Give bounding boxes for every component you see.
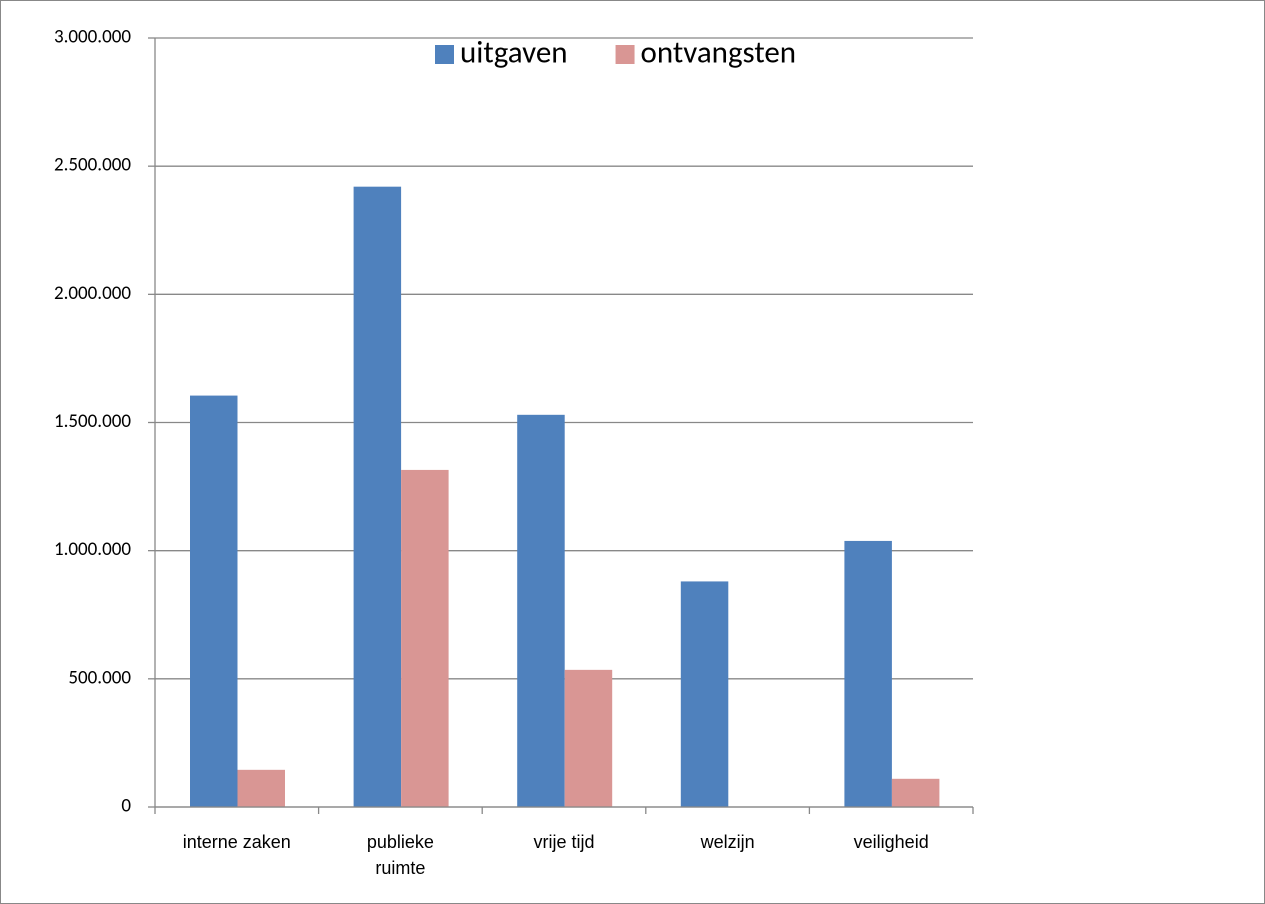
legend-swatch [615,45,635,64]
x-tick-label: vrije tijd [533,832,595,852]
bar [190,395,238,807]
y-tick-label: 3.000.000 [54,26,131,49]
x-tick-label: interne zaken [182,832,291,852]
x-tick-label-box: publieke ruimte [366,832,434,878]
bar [517,414,565,807]
y-tick-label: 1.500.000 [54,410,131,433]
bar [680,581,729,807]
y-tick-label: 1.000.000 [54,538,131,561]
bar [237,769,285,807]
x-tick-label: welzijn [700,832,755,852]
x-tick-label-box: welzijn [700,832,755,852]
y-tick-label: 0 [121,795,131,818]
x-tick-label-box: vrije tijd [533,832,595,852]
legend-swatch [435,45,454,64]
y-tick-label: 2.500.000 [54,154,131,177]
x-tick-label-box: veiligheid [853,832,929,852]
bar [891,778,940,807]
y-tick-label: 2.000.000 [54,282,131,305]
bar [844,540,892,807]
legend-text: ontvangsten [641,33,797,71]
y-tick-label: 500.000 [68,666,131,689]
bar [564,669,613,807]
x-tick-label: veiligheid [853,832,929,852]
x-tick-label: publieke ruimte [366,832,434,878]
bar [353,186,402,807]
legend-text: uitgaven [460,33,568,71]
x-tick-label-box: interne zaken [182,832,291,852]
bar [401,469,449,807]
